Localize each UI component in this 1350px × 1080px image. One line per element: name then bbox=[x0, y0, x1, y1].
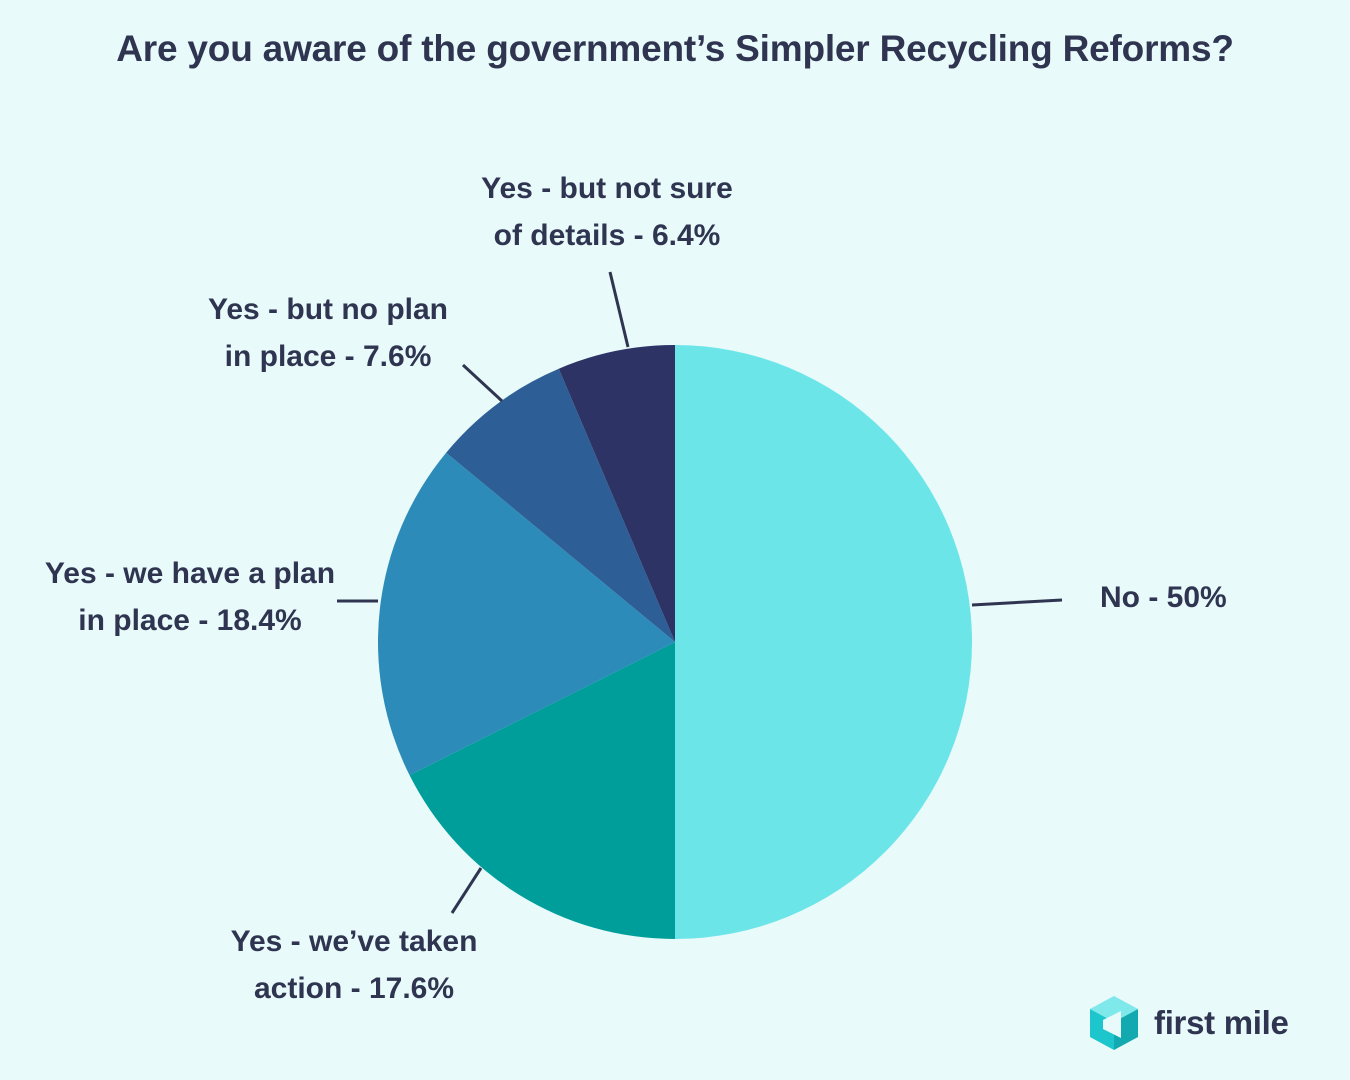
slice-label-line: Yes - but no plan bbox=[208, 293, 448, 326]
pie-slice-1 bbox=[675, 345, 972, 939]
slice-label-line: of details - 6.4% bbox=[494, 219, 721, 252]
slice-label-line: Yes - but not sure bbox=[481, 172, 733, 205]
slice-label-4: Yes - but no plan in place - 7.6% bbox=[208, 293, 448, 373]
slice-label-2: Yes - we’ve taken action - 17.6% bbox=[231, 925, 478, 1005]
slice-label-3: Yes - we have a plan in place - 18.4% bbox=[45, 557, 335, 637]
leader-line-2 bbox=[450, 867, 483, 914]
leader-line-4 bbox=[461, 363, 504, 403]
slice-label-5: Yes - but not sure of details - 6.4% bbox=[481, 172, 733, 252]
first-mile-cube-logo-icon bbox=[1090, 996, 1138, 1050]
pie-slice-5 bbox=[558, 345, 675, 642]
slice-label-line: action - 17.6% bbox=[254, 972, 454, 1005]
chart-title: Are you aware of the government’s Simple… bbox=[116, 28, 1234, 69]
leader-line-1 bbox=[971, 598, 1063, 607]
brand-logo: first mile bbox=[1088, 993, 1289, 1053]
pie-slice-4 bbox=[446, 368, 675, 642]
slice-label-line: in place - 7.6% bbox=[225, 340, 432, 373]
slice-label-line: Yes - we’ve taken bbox=[231, 925, 478, 958]
slice-label-line: Yes - we have a plan bbox=[45, 557, 335, 590]
pie-slice-3 bbox=[378, 452, 675, 776]
slice-label-line: No - 50% bbox=[1100, 581, 1227, 614]
slice-label-1: No - 50% bbox=[1100, 581, 1227, 614]
slice-label-line: in place - 18.4% bbox=[78, 604, 301, 637]
leader-line-5 bbox=[608, 271, 630, 348]
brand-name: first mile bbox=[1154, 1004, 1289, 1041]
pie-slice-2 bbox=[409, 642, 675, 939]
